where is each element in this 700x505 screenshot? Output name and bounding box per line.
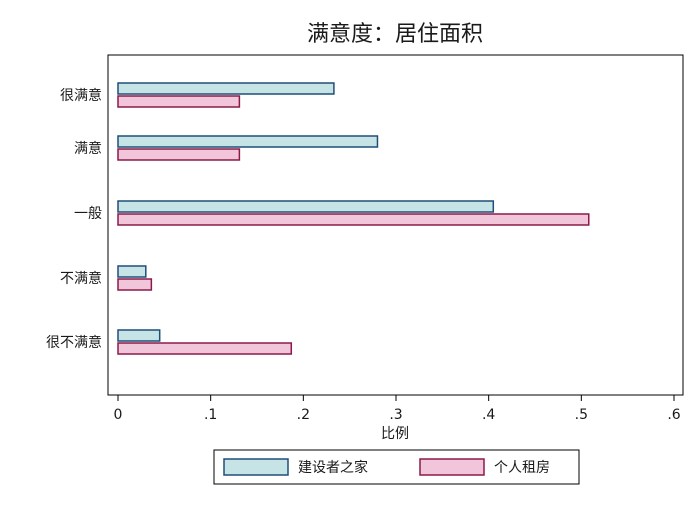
x-tick-label-0: 0 — [114, 407, 123, 423]
bar-builders-home-dissatisfied — [117, 265, 147, 278]
bar-private-rental-very-dissatisfied — [117, 342, 293, 355]
category-label-dissatisfied: 不满意 — [60, 270, 102, 287]
bar-private-rental-satisfied — [117, 148, 241, 161]
category-label-very-dissatisfied: 很不满意 — [46, 334, 102, 351]
category-label-very-satisfied: 很满意 — [60, 87, 102, 104]
category-label-satisfied: 满意 — [74, 140, 102, 157]
chart-title: 满意度：居住面积 — [307, 22, 483, 47]
legend-label-builders-home: 建设者之家 — [298, 459, 368, 476]
legend-swatch-private-rental — [419, 458, 485, 476]
x-tick-label-2: .2 — [297, 407, 310, 423]
x-tick-label-3: .3 — [389, 407, 402, 423]
category-label-neutral: 一般 — [74, 206, 102, 222]
x-axis-label: 比例 — [381, 426, 409, 442]
bar-private-rental-very-satisfied — [117, 95, 241, 108]
bar-private-rental-dissatisfied — [117, 278, 153, 291]
x-axis-ticks: 0 .1 .2 .3 .4 .5 .6 — [114, 395, 681, 423]
bar-builders-home-satisfied — [117, 135, 379, 148]
legend: 建设者之家 个人租房 — [213, 449, 580, 485]
legend-swatch-builders-home — [223, 458, 289, 476]
bar-builders-home-very-dissatisfied — [117, 329, 161, 342]
bars-group — [117, 82, 590, 355]
x-tick-label-6: .6 — [667, 407, 680, 423]
bar-builders-home-very-satisfied — [117, 82, 335, 95]
x-tick-label-4: .4 — [482, 407, 495, 423]
x-tick-label-5: .5 — [575, 407, 588, 423]
bar-private-rental-neutral — [117, 213, 590, 226]
bar-builders-home-neutral — [117, 200, 495, 213]
x-tick-label-1: .1 — [204, 407, 217, 423]
legend-label-private-rental: 个人租房 — [494, 460, 550, 476]
